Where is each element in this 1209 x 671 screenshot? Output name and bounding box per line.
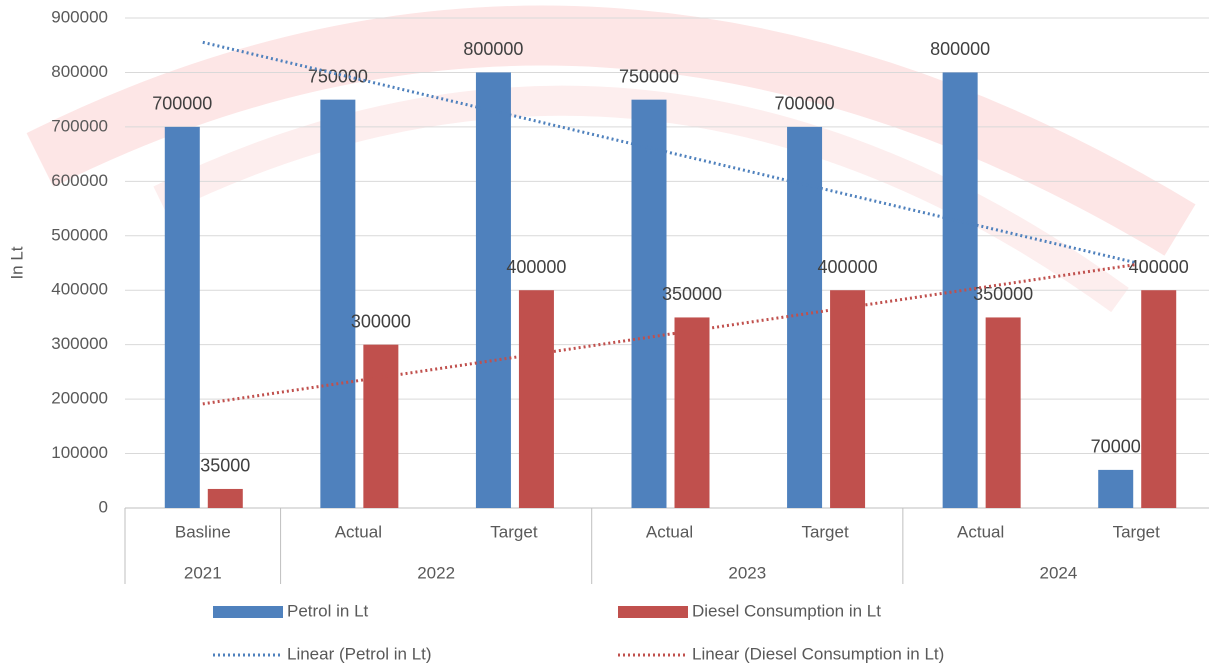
bar: [830, 290, 866, 508]
bar: [475, 72, 511, 508]
data-label: 350000: [973, 284, 1033, 304]
bar: [164, 126, 200, 508]
y-tick-label: 700000: [51, 116, 108, 135]
legend-label: Linear (Petrol in Lt): [287, 644, 432, 663]
y-tick-label: 200000: [51, 389, 108, 408]
x-tick-label: Target: [490, 522, 538, 541]
y-tick-label: 800000: [51, 62, 108, 81]
data-label: 700000: [775, 94, 835, 114]
x-tick-label: Actual: [957, 522, 1004, 541]
data-label: 300000: [351, 311, 411, 331]
bar: [787, 126, 823, 508]
legend-swatch: [618, 606, 688, 618]
legend-label: Diesel Consumption in Lt: [692, 601, 881, 620]
bar: [631, 99, 667, 509]
bar: [985, 317, 1021, 508]
y-tick-label: 500000: [51, 225, 108, 244]
y-tick-label: 900000: [51, 7, 108, 26]
bar: [518, 290, 554, 508]
group-label: 2022: [417, 563, 455, 582]
x-tick-label: Actual: [335, 522, 382, 541]
data-label: 350000: [662, 284, 722, 304]
y-tick-label: 600000: [51, 171, 108, 190]
bar: [1141, 290, 1177, 508]
data-label: 400000: [1129, 257, 1189, 277]
trendline: [202, 262, 1137, 406]
data-label: 800000: [930, 39, 990, 59]
bar: [207, 488, 243, 508]
group-label: 2024: [1040, 563, 1078, 582]
watermark: [26, 5, 1196, 256]
data-label: 750000: [619, 66, 679, 86]
bar: [1098, 469, 1134, 508]
bar: [320, 99, 356, 509]
data-label: 70000: [1091, 437, 1141, 457]
x-tick-label: Target: [801, 522, 849, 541]
y-tick-label: 400000: [51, 280, 108, 299]
group-label: 2021: [184, 563, 222, 582]
legend-swatch: [213, 606, 283, 618]
data-label: 800000: [463, 39, 523, 59]
y-axis-label: In Lt: [7, 246, 26, 279]
legend-label: Linear (Diesel Consumption in Lt): [692, 644, 944, 663]
data-label: 400000: [506, 257, 566, 277]
y-tick-label: 300000: [51, 334, 108, 353]
x-tick-label: Basline: [175, 522, 231, 541]
bar: [363, 344, 399, 508]
bar: [674, 317, 710, 508]
y-tick-label: 0: [99, 497, 108, 516]
legend-label: Petrol in Lt: [287, 601, 369, 620]
x-tick-label: Actual: [646, 522, 693, 541]
data-label: 35000: [200, 456, 250, 476]
data-label: 400000: [818, 257, 878, 277]
x-tick-label: Target: [1113, 522, 1161, 541]
data-label: 700000: [152, 94, 212, 114]
group-label: 2023: [728, 563, 766, 582]
y-tick-label: 100000: [51, 443, 108, 462]
data-label: 750000: [308, 66, 368, 86]
